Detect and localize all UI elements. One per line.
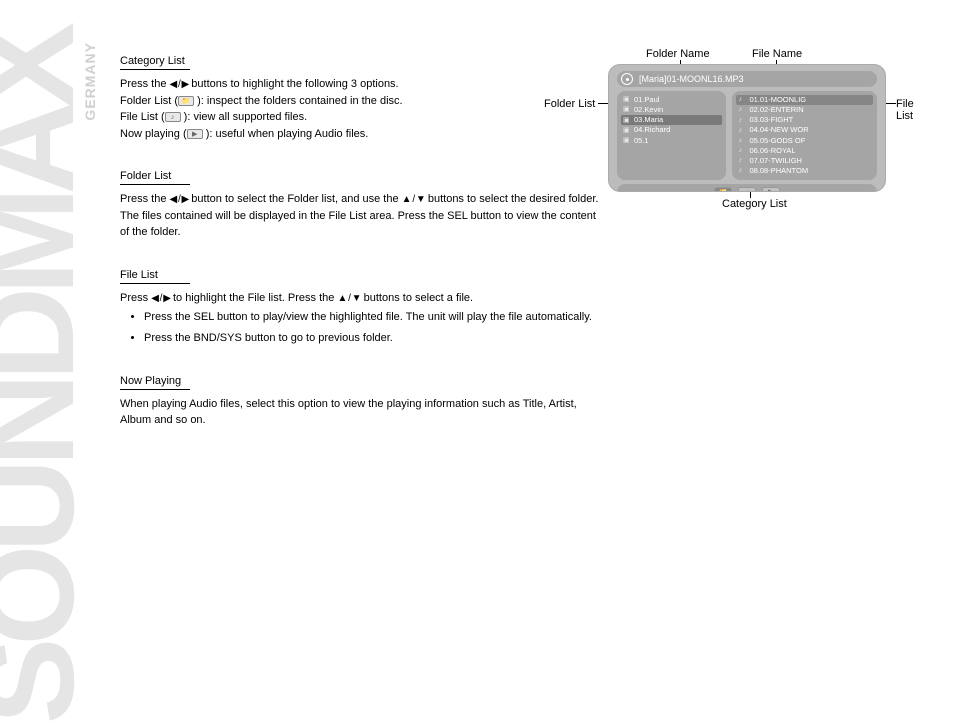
text: ): inspect the folders contained in the … xyxy=(194,95,403,107)
folder-label: 04.Richard xyxy=(634,125,670,135)
text: ): view all supported files. xyxy=(181,111,308,123)
category-file-button[interactable]: ♪ xyxy=(738,187,756,193)
section-title-file: File List xyxy=(120,269,190,284)
figure-label-categorylist: Category List xyxy=(722,198,787,210)
file-label: 08.08-PHANTOM xyxy=(749,166,808,176)
folder-row[interactable]: ▣03.Maria xyxy=(621,115,722,125)
country-watermark: GERMANY xyxy=(82,42,98,121)
file-row[interactable]: ♪03.03-FIGHT xyxy=(736,115,873,125)
text: Now playing ( xyxy=(120,128,187,140)
folder-icon: ▣ xyxy=(623,95,631,104)
note-icon: ♪ xyxy=(165,112,181,122)
category-folder-button[interactable]: 📁 xyxy=(714,187,732,193)
arrows-lr-icon: ◀ / ▶ xyxy=(170,194,189,205)
note-icon: ♪ xyxy=(738,95,746,104)
arrows-lr-icon: ◀ / ▶ xyxy=(151,293,170,304)
folder-icon: ▣ xyxy=(623,136,631,145)
section-body-now: When playing Audio files, select this op… xyxy=(120,396,600,429)
figure-label-folderlist: Folder List xyxy=(544,98,595,110)
section-title-category: Category List xyxy=(120,55,190,70)
file-label: 05.05-GODS OF xyxy=(749,136,805,146)
folder-icon: ▣ xyxy=(623,105,631,114)
file-row[interactable]: ♪01.01-MOONLIG xyxy=(736,95,873,105)
file-row[interactable]: ♪04.04-NEW WOR xyxy=(736,125,873,135)
figure-label-filename: File Name xyxy=(752,48,802,60)
folder-row[interactable]: ▣01.Paul xyxy=(621,95,722,105)
section-body-file: Press ◀ / ▶ to highlight the File list. … xyxy=(120,290,600,347)
section-title-now: Now Playing xyxy=(120,375,190,390)
file-row[interactable]: ♪02.02-ENTERIN xyxy=(736,105,873,115)
figure-label-foldername: Folder Name xyxy=(646,48,710,60)
device-screen: [Maria]01-MOONL16.MP3 ▣01.Paul▣02.Kevin▣… xyxy=(608,64,886,192)
note-icon: ♪ xyxy=(738,136,746,145)
file-label: 03.03-FIGHT xyxy=(749,115,793,125)
file-label: 04.04-NEW WOR xyxy=(749,125,808,135)
arrows-ud-icon: ▲ / ▼ xyxy=(402,194,425,205)
note-icon: ♪ xyxy=(738,126,746,135)
text: File List ( xyxy=(120,111,165,123)
note-icon: ♪ xyxy=(738,116,746,125)
arrows-lr-icon: ◀ / ▶ xyxy=(170,79,189,90)
file-row[interactable]: ♪06.06-ROYAL xyxy=(736,146,873,156)
text: button to select the Folder list, and us… xyxy=(188,193,401,205)
disc-icon xyxy=(621,73,633,85)
file-row[interactable]: ♪07.07-TWILIGH xyxy=(736,156,873,166)
file-label: 02.02-ENTERIN xyxy=(749,105,803,115)
folder-row[interactable]: ▣02.Kevin xyxy=(621,105,722,115)
text: buttons to highlight the following 3 opt… xyxy=(188,78,398,90)
screen-folder-list: ▣01.Paul▣02.Kevin▣03.Maria▣04.Richard▣05… xyxy=(617,91,726,180)
note-icon: ♪ xyxy=(738,166,746,175)
screen-title-text: [Maria]01-MOONL16.MP3 xyxy=(639,74,744,84)
screen-category-bar: 📁 ♪ ▶ xyxy=(617,184,877,192)
folder-row[interactable]: ▣04.Richard xyxy=(621,125,722,135)
folder-label: 05.1 xyxy=(634,136,649,146)
file-label: 07.07-TWILIGH xyxy=(749,156,802,166)
section-title-folder: Folder List xyxy=(120,170,190,185)
folder-row[interactable]: ▣05.1 xyxy=(621,136,722,146)
file-row[interactable]: ♪05.05-GODS OF xyxy=(736,136,873,146)
section-body-folder: Press the ◀ / ▶ button to select the Fol… xyxy=(120,191,600,241)
bullet: Press the SEL button to play/view the hi… xyxy=(144,310,600,325)
arrows-ud-icon: ▲ / ▼ xyxy=(337,293,360,304)
main-content: Category List Press the ◀ / ▶ buttons to… xyxy=(120,55,600,457)
text: Press the xyxy=(120,193,170,205)
play-icon: ▶ xyxy=(187,129,203,139)
note-icon: ♪ xyxy=(738,105,746,114)
note-icon: ♪ xyxy=(738,156,746,165)
screen-title-bar: [Maria]01-MOONL16.MP3 xyxy=(617,71,877,87)
text: Press xyxy=(120,292,151,304)
section-body-category: Press the ◀ / ▶ buttons to highlight the… xyxy=(120,76,600,142)
text: to highlight the File list. Press the xyxy=(170,292,338,304)
category-play-button[interactable]: ▶ xyxy=(762,187,780,193)
folder-label: 01.Paul xyxy=(634,95,659,105)
file-label: 01.01-MOONLIG xyxy=(749,95,806,105)
brand-watermark: SOUNDMAX xyxy=(0,30,87,724)
folder-label: 02.Kevin xyxy=(634,105,663,115)
text: ): useful when playing Audio files. xyxy=(203,128,369,140)
folder-icon: ▣ xyxy=(623,126,631,135)
folder-icon: ▣ xyxy=(623,116,631,125)
folder-icon: 📁 xyxy=(178,96,194,106)
text: Folder List ( xyxy=(120,95,178,107)
screen-file-list: ♪01.01-MOONLIG♪02.02-ENTERIN♪03.03-FIGHT… xyxy=(732,91,877,180)
text: buttons to select a file. xyxy=(361,292,474,304)
text: Press the xyxy=(120,78,170,90)
file-row[interactable]: ♪08.08-PHANTOM xyxy=(736,166,873,176)
folder-label: 03.Maria xyxy=(634,115,663,125)
figure-label-filelist: File List xyxy=(896,98,930,122)
file-label: 06.06-ROYAL xyxy=(749,146,795,156)
bullet: Press the BND/SYS button to go to previo… xyxy=(144,331,600,346)
note-icon: ♪ xyxy=(738,146,746,155)
